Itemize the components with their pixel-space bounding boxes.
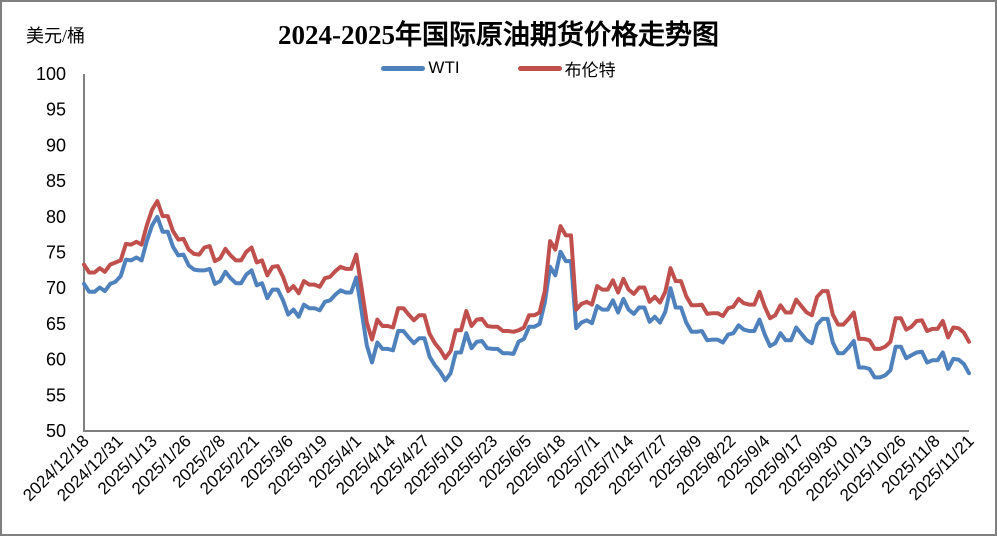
y-axis-tick-label: 100 [36, 64, 66, 84]
brent-series-line [82, 199, 971, 361]
brent-line-swatch-icon [517, 65, 562, 71]
legend-label-brent: 布伦特 [564, 60, 616, 80]
y-axis-unit-label: 美元/桶 [26, 26, 86, 46]
y-axis-tick-label: 95 [46, 100, 66, 120]
y-axis-tick-label: 80 [46, 207, 66, 227]
wti-line-swatch-icon [381, 65, 426, 71]
chart-title: 2024-2025年国际原油期货价格走势图 [278, 20, 719, 50]
y-axis-tick-label: 90 [46, 135, 66, 155]
y-axis-tick-label: 65 [46, 314, 66, 334]
y-axis-tick-label: 75 [46, 243, 66, 263]
y-axis-tick-label: 50 [46, 421, 66, 441]
axis-lines [83, 74, 969, 432]
y-axis-tick-label: 85 [46, 171, 66, 191]
legend-item-wti: WTI [381, 58, 460, 78]
legend-item-brent: 布伦特 [517, 56, 616, 81]
wti-series-line [82, 214, 971, 383]
legend-label-wti: WTI [428, 58, 460, 77]
legend: WTI 布伦特 [2, 56, 995, 81]
y-axis-tick-label: 55 [46, 385, 66, 405]
y-axis-tick-label: 70 [46, 278, 66, 298]
y-axis-tick-label: 60 [46, 350, 66, 370]
